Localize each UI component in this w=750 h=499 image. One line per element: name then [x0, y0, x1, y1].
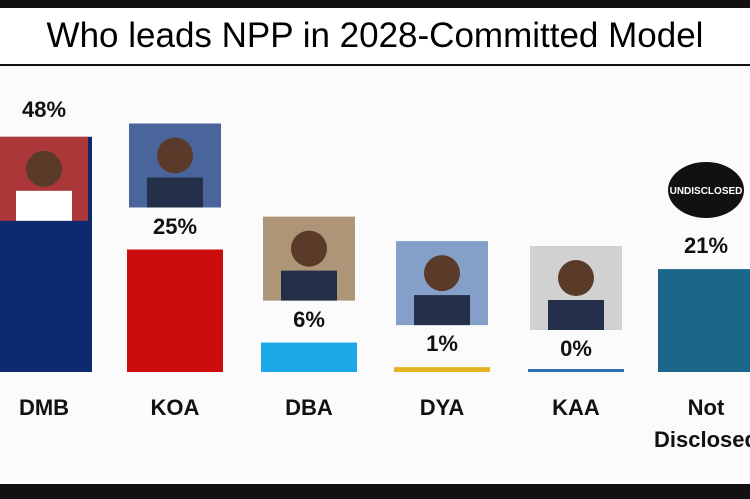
value-label: 6%	[293, 306, 325, 332]
x-tick-label: KOA	[150, 395, 200, 420]
x-tick-label: Not Disclosed	[654, 395, 750, 452]
photo-face	[291, 230, 327, 267]
photo-body	[414, 295, 470, 326]
x-tick-label: KAA	[552, 395, 600, 420]
photo-body	[548, 300, 604, 330]
bar	[658, 269, 750, 372]
value-label: 48%	[21, 96, 67, 122]
photo-body	[281, 270, 337, 301]
value-label: 1%	[426, 331, 458, 357]
title-band: Who leads NPP in 2028-Committed Model	[0, 8, 750, 64]
photo-face	[424, 255, 460, 292]
chart: UNDISCLOSED	[0, 123, 750, 372]
value-label: 21%	[683, 233, 729, 259]
x-tick-label: DBA	[285, 395, 333, 420]
photo-body	[147, 177, 203, 208]
annotation: UNDISCLOSED	[670, 186, 743, 197]
photo-face	[558, 260, 594, 296]
x-tick-label: DYA	[419, 395, 465, 420]
photo-face	[26, 150, 62, 187]
bar	[394, 367, 490, 372]
photo-face	[157, 137, 193, 174]
undisclosed-badge	[668, 162, 744, 218]
value-label: 0%	[560, 336, 592, 361]
x-tick-label: DMB	[18, 395, 70, 420]
bar	[127, 249, 223, 372]
bar	[528, 369, 624, 372]
plot-area: UNDISCLOSED 48% DMB 25% KOA 6% DBA 1% DYA 0% KAA 2…	[0, 66, 750, 484]
bar	[261, 342, 357, 372]
value-label: 25%	[152, 213, 198, 239]
photo-body	[16, 190, 72, 221]
chart-title: Who leads NPP in 2028-Committed Model	[46, 16, 704, 55]
